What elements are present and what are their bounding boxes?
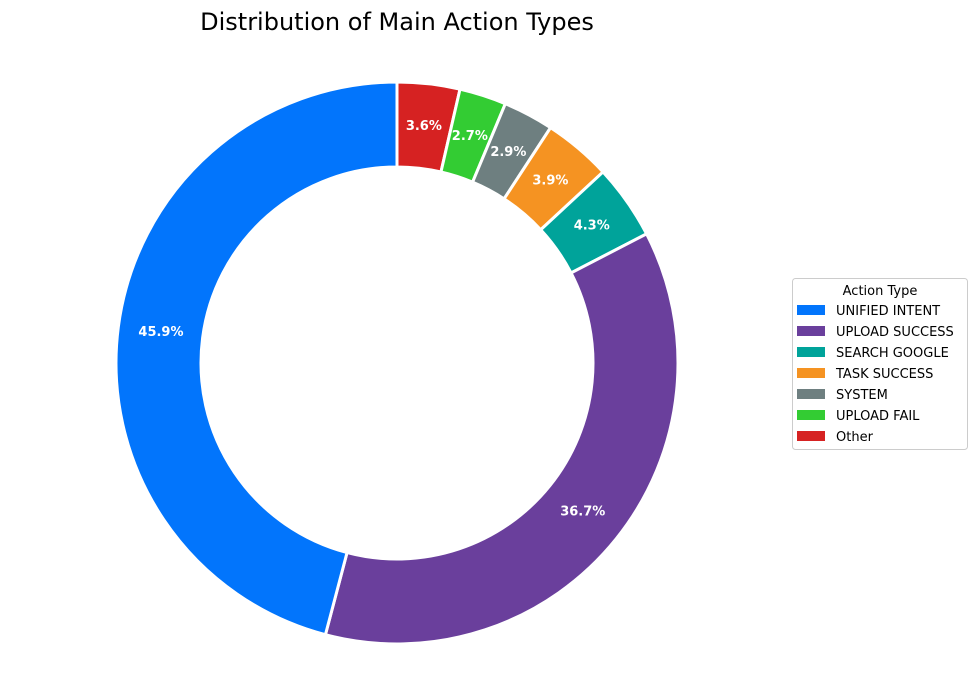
legend-label-upload-fail: UPLOAD FAIL	[836, 409, 920, 424]
legend-label-task-success: TASK SUCCESS	[835, 367, 933, 382]
legend-label-search-google: SEARCH GOOGLE	[836, 346, 949, 361]
slice-label-unified-intent: 45.9%	[138, 325, 183, 340]
legend-swatch-upload-fail	[797, 410, 825, 420]
slice-label-system: 2.9%	[490, 145, 526, 160]
slice-label-task-success: 3.9%	[532, 174, 568, 189]
legend-label-upload-success: UPLOAD SUCCESS	[836, 325, 954, 340]
legend-swatch-other	[797, 431, 825, 441]
legend-label-system: SYSTEM	[836, 388, 888, 403]
slice-label-upload-success: 36.7%	[560, 504, 605, 519]
slice-label-search-google: 4.3%	[574, 219, 610, 234]
legend: Action Type UNIFIED INTENT UPLOAD SUCCESS…	[792, 278, 968, 450]
slice-labels: 3.6% 2.7%2.9% 3.9% 4.3% 36.7% 45.9%	[138, 119, 609, 519]
legend-label-other: Other	[836, 430, 874, 445]
slice-label-upload-fail: 2.7%	[452, 129, 488, 144]
slice-unified-intent	[114, 80, 399, 637]
legend-swatch-unified-intent	[797, 305, 825, 315]
legend-items: UNIFIED INTENT UPLOAD SUCCESS SEARCH GOOGL…	[797, 304, 954, 445]
legend-frame	[792, 278, 968, 450]
legend-swatch-system	[797, 389, 825, 399]
legend-label-unified-intent: UNIFIED INTENT	[836, 304, 940, 319]
slice-label-other: 3.6%	[406, 119, 442, 134]
slice-upload-success	[323, 231, 680, 646]
donut-slices	[114, 80, 680, 646]
chart-title: Distribution of Main Action Types	[200, 8, 594, 36]
legend-swatch-search-google	[797, 347, 825, 357]
legend-swatch-task-success	[797, 368, 825, 378]
legend-title: Action Type	[843, 284, 918, 299]
legend-swatch-upload-success	[797, 326, 825, 336]
